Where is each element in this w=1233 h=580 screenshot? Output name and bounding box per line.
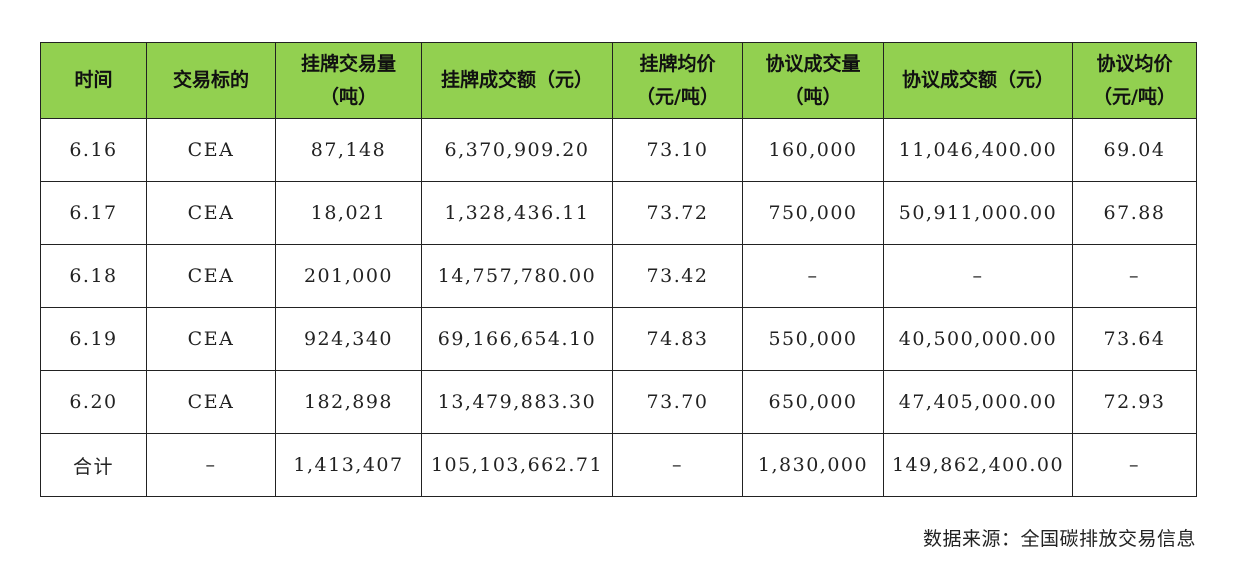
table-cell: – (612, 433, 743, 497)
table-row: 6.18 CEA 201,000 14,757,780.00 73.42 – –… (40, 244, 1197, 308)
header-listed-volume-unit: （吨） (319, 85, 377, 108)
table-cell: 1,328,436.11 (421, 181, 613, 245)
table-cell: 14,757,780.00 (421, 244, 613, 308)
table-cell: 73.64 (1072, 307, 1197, 371)
table-cell: 1,830,000 (742, 433, 884, 497)
table-cell: 73.72 (612, 181, 743, 245)
table-cell: 201,000 (275, 244, 422, 308)
table-cell: 6.17 (40, 181, 147, 245)
header-target-text: 交易标的 (172, 69, 249, 91)
table-cell: 6.18 (40, 244, 147, 308)
table-cell: 40,500,000.00 (883, 307, 1073, 371)
table-cell: 6,370,909.20 (421, 118, 613, 182)
header-agreement-avg-price-unit: （元/吨） (1093, 85, 1176, 108)
table-cell: CEA (146, 370, 276, 434)
table-cell: 73.10 (612, 118, 743, 182)
header-listed-avg-price-text: 挂牌均价 (639, 52, 716, 75)
header-listed-amount: 挂牌成交额（元） (421, 42, 613, 119)
table-cell: – (883, 244, 1073, 308)
table-cell: – (742, 244, 884, 308)
table-cell: 50,911,000.00 (883, 181, 1073, 245)
table-cell: 47,405,000.00 (883, 370, 1073, 434)
table-cell: 182,898 (275, 370, 422, 434)
table-row: 6.17 CEA 18,021 1,328,436.11 73.72 750,0… (40, 181, 1197, 245)
table-cell: – (146, 433, 276, 497)
table-row: 6.16 CEA 87,148 6,370,909.20 73.10 160,0… (40, 118, 1197, 182)
table-cell: 650,000 (742, 370, 884, 434)
header-agreement-volume-unit: （吨） (784, 85, 842, 108)
table-cell: 合计 (40, 433, 147, 497)
table-cell: 74.83 (612, 307, 743, 371)
table-cell: 160,000 (742, 118, 884, 182)
table-cell: 13,479,883.30 (421, 370, 613, 434)
table-cell: – (1072, 433, 1197, 497)
data-source-note: 数据来源：全国碳排放交易信息 (922, 528, 1196, 550)
header-agreement-avg-price: 协议均价 （元/吨） (1072, 42, 1197, 119)
table-cell: 6.20 (40, 370, 147, 434)
header-listed-volume-text: 挂牌交易量 (300, 52, 396, 75)
table-header-row: 时间 交易标的 挂牌交易量 （吨） 挂牌成交额（元） 挂牌均价 （元/吨） 协议… (40, 42, 1197, 119)
header-listed-amount-text: 挂牌成交额（元） (440, 69, 593, 91)
table-cell: 69.04 (1072, 118, 1197, 182)
header-listed-avg-price: 挂牌均价 （元/吨） (612, 42, 743, 119)
table-cell: 72.93 (1072, 370, 1197, 434)
table-cell: 69,166,654.10 (421, 307, 613, 371)
table-cell: 6.16 (40, 118, 147, 182)
table-cell: 149,862,400.00 (883, 433, 1073, 497)
table-cell: 73.70 (612, 370, 743, 434)
table-row: 6.19 CEA 924,340 69,166,654.10 74.83 550… (40, 307, 1197, 371)
table-cell: 67.88 (1072, 181, 1197, 245)
table-cell: CEA (146, 244, 276, 308)
table-cell: 87,148 (275, 118, 422, 182)
carbon-trading-table: 时间 交易标的 挂牌交易量 （吨） 挂牌成交额（元） 挂牌均价 （元/吨） 协议… (40, 42, 1197, 497)
table-cell: 1,413,407 (275, 433, 422, 497)
table-cell: 11,046,400.00 (883, 118, 1073, 182)
header-agreement-volume-text: 协议成交量 (765, 52, 861, 75)
header-agreement-amount-text: 协议成交额（元） (901, 69, 1054, 91)
table-row: 6.20 CEA 182,898 13,479,883.30 73.70 650… (40, 370, 1197, 434)
header-target: 交易标的 (146, 42, 276, 119)
table-cell: 550,000 (742, 307, 884, 371)
header-date: 时间 (40, 42, 147, 119)
header-agreement-avg-price-text: 协议均价 (1096, 52, 1173, 75)
table-cell: 105,103,662.71 (421, 433, 613, 497)
table-cell: 73.42 (612, 244, 743, 308)
header-date-text: 时间 (74, 69, 113, 91)
table-cell: 750,000 (742, 181, 884, 245)
table-cell: 924,340 (275, 307, 422, 371)
table-cell: – (1072, 244, 1197, 308)
table-cell: 18,021 (275, 181, 422, 245)
table-cell: CEA (146, 118, 276, 182)
header-listed-volume: 挂牌交易量 （吨） (275, 42, 422, 119)
header-agreement-volume: 协议成交量 （吨） (742, 42, 884, 119)
table-total-row: 合计 – 1,413,407 105,103,662.71 – 1,830,00… (40, 433, 1197, 497)
table-cell: CEA (146, 181, 276, 245)
table-cell: 6.19 (40, 307, 147, 371)
table-cell: CEA (146, 307, 276, 371)
header-listed-avg-price-unit: （元/吨） (636, 85, 719, 108)
header-agreement-amount: 协议成交额（元） (883, 42, 1073, 119)
